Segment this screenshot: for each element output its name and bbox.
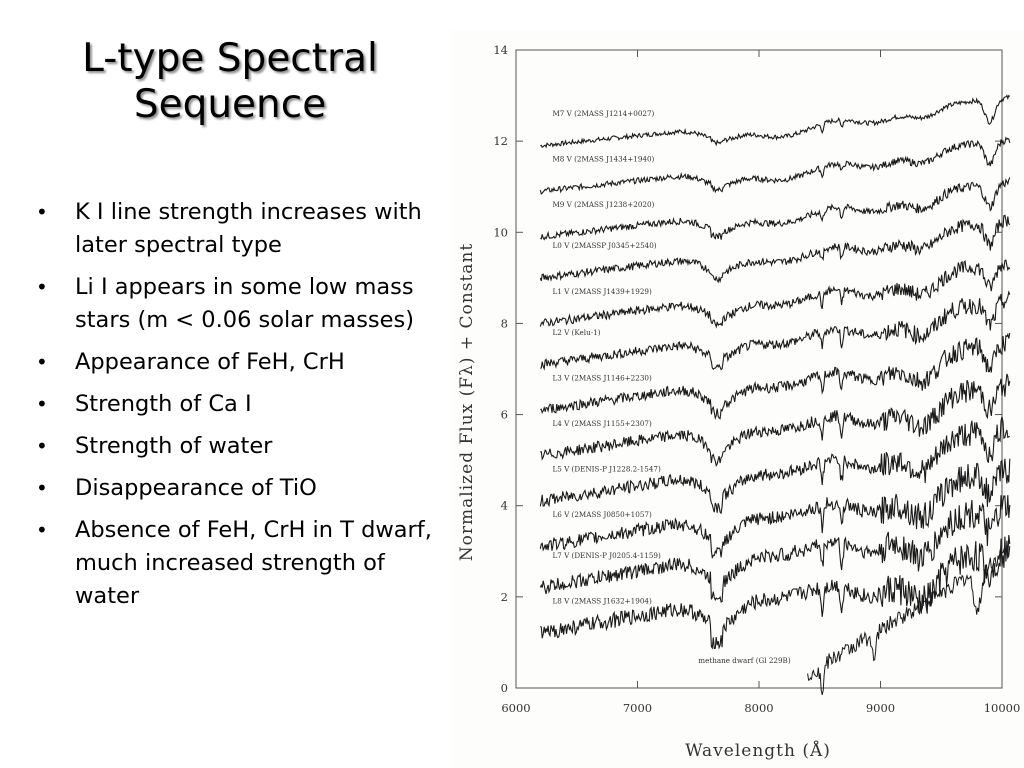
series-label: L3 V (2MASS J1146+2230) [552, 373, 652, 382]
series-label: L4 V (2MASS J1155+2307) [552, 419, 652, 428]
spectrum-line [539, 416, 1011, 515]
slide-title: L-type Spectral Sequence [20, 36, 440, 128]
series-label: L1 V (2MASS J1439+1929) [552, 287, 652, 296]
y-tick-label: 2 [501, 590, 508, 604]
slide-title-line-1: L-type Spectral [82, 36, 378, 81]
series-label: L6 V (2MASS J0850+1057) [552, 510, 652, 519]
series-label: methane dwarf (Gl 229B) [698, 656, 791, 665]
y-tick-label: 14 [493, 43, 508, 57]
spectrum-line [539, 495, 1011, 603]
series-label: L8 V (2MASS J1632+1904) [552, 597, 652, 606]
x-tick-label: 7000 [623, 701, 652, 715]
spectrum-line [539, 259, 1011, 329]
x-tick-label: 10000 [984, 701, 1021, 715]
bullet-item: K I line strength increases with later s… [36, 196, 436, 262]
series-label: M9 V (2MASS J1238+2020) [552, 200, 654, 209]
y-tick-label: 6 [501, 408, 508, 422]
x-tick-label: 6000 [501, 701, 530, 715]
spectrum-line [540, 290, 1011, 371]
bullet-item: Strength of water [36, 430, 436, 463]
series-label: L7 V (DENIS-P J0205.4-1159) [552, 551, 661, 560]
y-tick-label: 4 [501, 499, 508, 513]
spectrum-line [540, 373, 1011, 467]
slide-title-line-2: Sequence [133, 82, 327, 127]
y-tick-label: 12 [493, 134, 508, 148]
spectrum-line [807, 545, 1011, 696]
x-tick-label: 9000 [866, 701, 895, 715]
y-axis-label: Normalized Flux (Fλ) + Constant [457, 243, 477, 561]
series-label: L5 V (DENIS-P J1228.2-1547) [552, 465, 661, 474]
spectrum-line [539, 214, 1011, 284]
spectrum-line [539, 458, 1011, 559]
x-tick-label: 8000 [744, 701, 773, 715]
y-tick-label: 8 [501, 316, 508, 330]
series-label: M8 V (2MASS J1434+1940) [552, 155, 654, 164]
y-tick-label: 10 [493, 225, 508, 239]
spectrum-line [539, 136, 1011, 195]
spectral-sequence-chart: 6000 7000 8000 9000 10000 0 2 4 6 8 10 12 14 M7 V (2M… [452, 30, 1024, 768]
spectrum-line [540, 94, 1011, 149]
spectrum-line [540, 332, 1011, 421]
bullet-item: Strength of Ca I [36, 388, 436, 421]
x-axis-label: Wavelength (Å) [685, 740, 831, 761]
bullet-list: K I line strength increases with later s… [36, 196, 436, 622]
y-tick-label: 0 [501, 681, 508, 695]
bullet-item: Absence of FeH, CrH in T dwarf, much inc… [36, 514, 436, 613]
series-label: M7 V (2MASS J1214+0027) [552, 109, 654, 118]
spectrum-line [540, 177, 1011, 241]
series-label: L2 V (Kelu-1) [552, 328, 600, 337]
bullet-item: Disappearance of TiO [36, 472, 436, 505]
bullet-item: Li I appears in some low mass stars (m <… [36, 271, 436, 337]
bullet-item: Appearance of FeH, CrH [36, 346, 436, 379]
series-label: L0 V (2MASSP J0345+2540) [552, 241, 656, 250]
